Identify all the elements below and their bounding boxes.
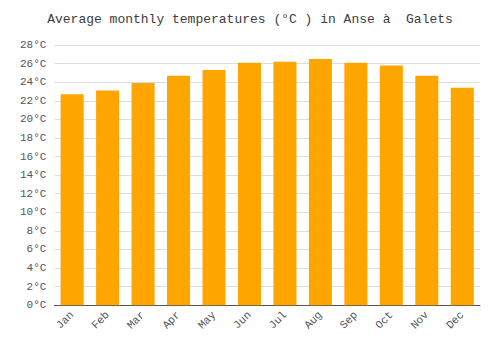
svg-text:16°C: 16°C bbox=[20, 151, 47, 163]
svg-text:Jul: Jul bbox=[267, 309, 289, 331]
svg-text:Jun: Jun bbox=[231, 309, 253, 331]
svg-text:0°C: 0°C bbox=[27, 299, 47, 311]
svg-text:8°C: 8°C bbox=[27, 225, 47, 237]
svg-text:Jan: Jan bbox=[54, 309, 76, 331]
svg-text:12°C: 12°C bbox=[20, 188, 47, 200]
svg-text:22°C: 22°C bbox=[20, 95, 47, 107]
svg-text:Nov: Nov bbox=[409, 309, 432, 332]
svg-text:Dec: Dec bbox=[444, 309, 466, 331]
svg-text:Feb: Feb bbox=[89, 309, 111, 331]
svg-text:Oct: Oct bbox=[373, 309, 395, 331]
svg-text:28°C: 28°C bbox=[20, 39, 47, 51]
svg-text:6°C: 6°C bbox=[27, 243, 47, 255]
svg-text:Mar: Mar bbox=[125, 309, 147, 331]
svg-text:May: May bbox=[196, 309, 219, 332]
svg-text:4°C: 4°C bbox=[27, 262, 47, 274]
svg-text:24°C: 24°C bbox=[20, 76, 47, 88]
svg-text:18°C: 18°C bbox=[20, 132, 47, 144]
svg-text:Sep: Sep bbox=[338, 309, 360, 331]
svg-text:10°C: 10°C bbox=[20, 206, 47, 218]
svg-text:Aug: Aug bbox=[302, 309, 324, 331]
svg-text:Apr: Apr bbox=[160, 309, 182, 331]
svg-text:14°C: 14°C bbox=[20, 169, 47, 181]
svg-text:20°C: 20°C bbox=[20, 113, 47, 125]
svg-text:26°C: 26°C bbox=[20, 58, 47, 70]
svg-text:Average monthly temperatures (: Average monthly temperatures (°C ) in An… bbox=[47, 12, 453, 27]
svg-text:2°C: 2°C bbox=[27, 281, 47, 293]
